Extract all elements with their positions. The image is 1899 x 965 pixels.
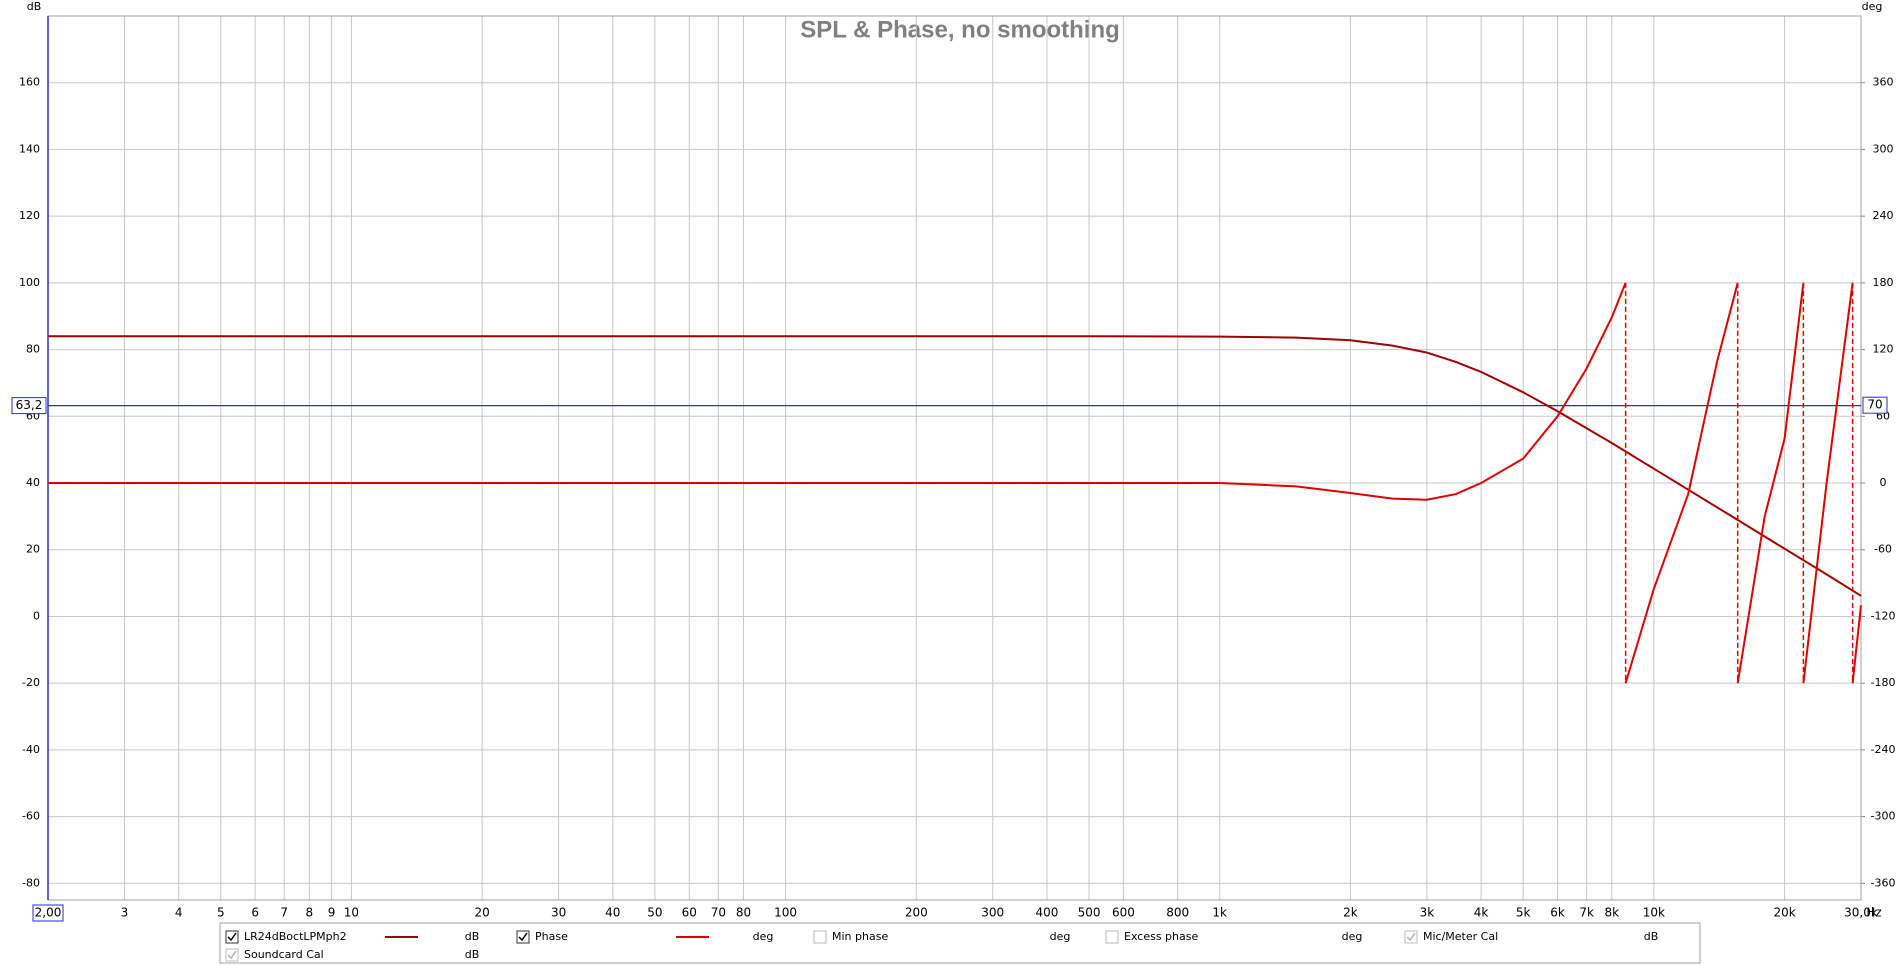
y-tick-label: -80 bbox=[22, 876, 40, 889]
x-tick-label: 40 bbox=[605, 906, 620, 920]
x-tick-label: 1k bbox=[1212, 906, 1227, 920]
legend-checkmark bbox=[518, 932, 528, 942]
x-tick-label: 8 bbox=[306, 906, 314, 920]
y-tick-label: 140 bbox=[19, 142, 40, 155]
legend-unit: deg bbox=[753, 930, 774, 943]
x-tick-label: 500 bbox=[1078, 906, 1101, 920]
x-tick-label: 5k bbox=[1516, 906, 1531, 920]
y-tick-label: 0 bbox=[33, 609, 40, 622]
y-tick-label: 100 bbox=[19, 276, 40, 289]
x-tick-label: 30 bbox=[551, 906, 566, 920]
x-tick-label: 30,0k bbox=[1844, 906, 1878, 920]
series-line bbox=[48, 282, 1862, 684]
y-tick-label: 120 bbox=[19, 209, 40, 222]
x-tick-label: 10 bbox=[344, 906, 359, 920]
y2-tick-label: 240 bbox=[1873, 209, 1894, 222]
x-tick-label: 3 bbox=[121, 906, 129, 920]
x-tick-label: 3k bbox=[1420, 906, 1435, 920]
y2-tick-label: 120 bbox=[1873, 343, 1894, 356]
legend-unit: dB bbox=[465, 930, 480, 943]
x-tick-label: 6 bbox=[251, 906, 259, 920]
x-tick-label: 60 bbox=[682, 906, 697, 920]
legend-label: Excess phase bbox=[1124, 930, 1198, 943]
x-tick-label: 6k bbox=[1550, 906, 1565, 920]
x-tick-label: 8k bbox=[1604, 906, 1619, 920]
x-unit: Hz bbox=[1866, 906, 1881, 920]
legend-unit: dB bbox=[1644, 930, 1659, 943]
x-tick-label: 7k bbox=[1579, 906, 1594, 920]
y2-tick-label: 300 bbox=[1873, 142, 1894, 155]
y2-tick-label: -180 bbox=[1871, 676, 1896, 689]
x-tick-label: 400 bbox=[1036, 906, 1059, 920]
x-tick-label: 600 bbox=[1112, 906, 1135, 920]
y-unit: dB bbox=[27, 0, 42, 13]
y-tick-label: 160 bbox=[19, 76, 40, 89]
legend-label: LR24dBoctLPMph2 bbox=[244, 930, 347, 943]
x-tick-label: 4 bbox=[175, 906, 183, 920]
legend-unit: dB bbox=[465, 948, 480, 961]
legend-checkbox bbox=[1105, 930, 1119, 944]
y2-tick-label: 0 bbox=[1880, 476, 1887, 489]
y-tick-label: 20 bbox=[26, 543, 40, 556]
x-tick-label: 800 bbox=[1166, 906, 1189, 920]
y-tick-label: -20 bbox=[22, 676, 40, 689]
x-tick-label: 4k bbox=[1474, 906, 1489, 920]
legend-box bbox=[219, 922, 1701, 964]
legend-label: Phase bbox=[535, 930, 568, 943]
x-tick-label: 7 bbox=[280, 906, 288, 920]
y-tick-label: 40 bbox=[26, 476, 40, 489]
cursor-label: 63,2 bbox=[16, 398, 43, 412]
x-tick-label: 50 bbox=[647, 906, 662, 920]
cursor2-label: 70 bbox=[1867, 398, 1882, 412]
x-tick-label: 70 bbox=[711, 906, 726, 920]
legend-checkmark bbox=[227, 932, 237, 942]
legend-unit: deg bbox=[1050, 930, 1071, 943]
legend-label: Mic/Meter Cal bbox=[1423, 930, 1498, 943]
x-start-box bbox=[32, 904, 64, 922]
y-tick-label: -60 bbox=[22, 810, 40, 823]
y2-tick-label: 180 bbox=[1873, 276, 1894, 289]
legend-checkbox[interactable] bbox=[225, 930, 239, 944]
y2-unit: deg bbox=[1862, 0, 1883, 13]
legend-checkmark bbox=[227, 950, 237, 960]
chart-title: SPL & Phase, no smoothing bbox=[800, 16, 1120, 43]
x-tick-label: 2k bbox=[1343, 906, 1358, 920]
legend-checkbox bbox=[225, 948, 239, 962]
legend-checkbox bbox=[813, 930, 827, 944]
x-tick-label: 2,00 bbox=[35, 906, 62, 920]
y2-tick-label: -240 bbox=[1871, 743, 1896, 756]
x-tick-label: 100 bbox=[774, 906, 797, 920]
y-tick-label: 80 bbox=[26, 343, 40, 356]
x-tick-label: 20 bbox=[474, 906, 489, 920]
y2-tick-label: -120 bbox=[1871, 609, 1896, 622]
legend-label: Min phase bbox=[832, 930, 888, 943]
legend-checkmark bbox=[1406, 932, 1416, 942]
legend-unit: deg bbox=[1342, 930, 1363, 943]
legend-checkbox[interactable] bbox=[516, 930, 530, 944]
x-tick-label: 20k bbox=[1773, 906, 1795, 920]
cursor-box bbox=[11, 397, 47, 415]
legend-label: Soundcard Cal bbox=[244, 948, 324, 961]
cursor2-box bbox=[1862, 396, 1888, 414]
y2-tick-label: -360 bbox=[1871, 876, 1896, 889]
x-tick-label: 200 bbox=[905, 906, 928, 920]
x-tick-label: 5 bbox=[217, 906, 225, 920]
y2-tick-label: 360 bbox=[1873, 76, 1894, 89]
series-line bbox=[48, 335, 1862, 597]
y2-tick-label: -60 bbox=[1874, 543, 1892, 556]
x-tick-label: 9 bbox=[328, 906, 336, 920]
legend-checkbox bbox=[1404, 930, 1418, 944]
x-tick-label: 300 bbox=[981, 906, 1004, 920]
y2-tick-label: -300 bbox=[1871, 810, 1896, 823]
x-tick-label: 10k bbox=[1643, 906, 1665, 920]
x-tick-label: 80 bbox=[736, 906, 751, 920]
y-tick-label: -40 bbox=[22, 743, 40, 756]
